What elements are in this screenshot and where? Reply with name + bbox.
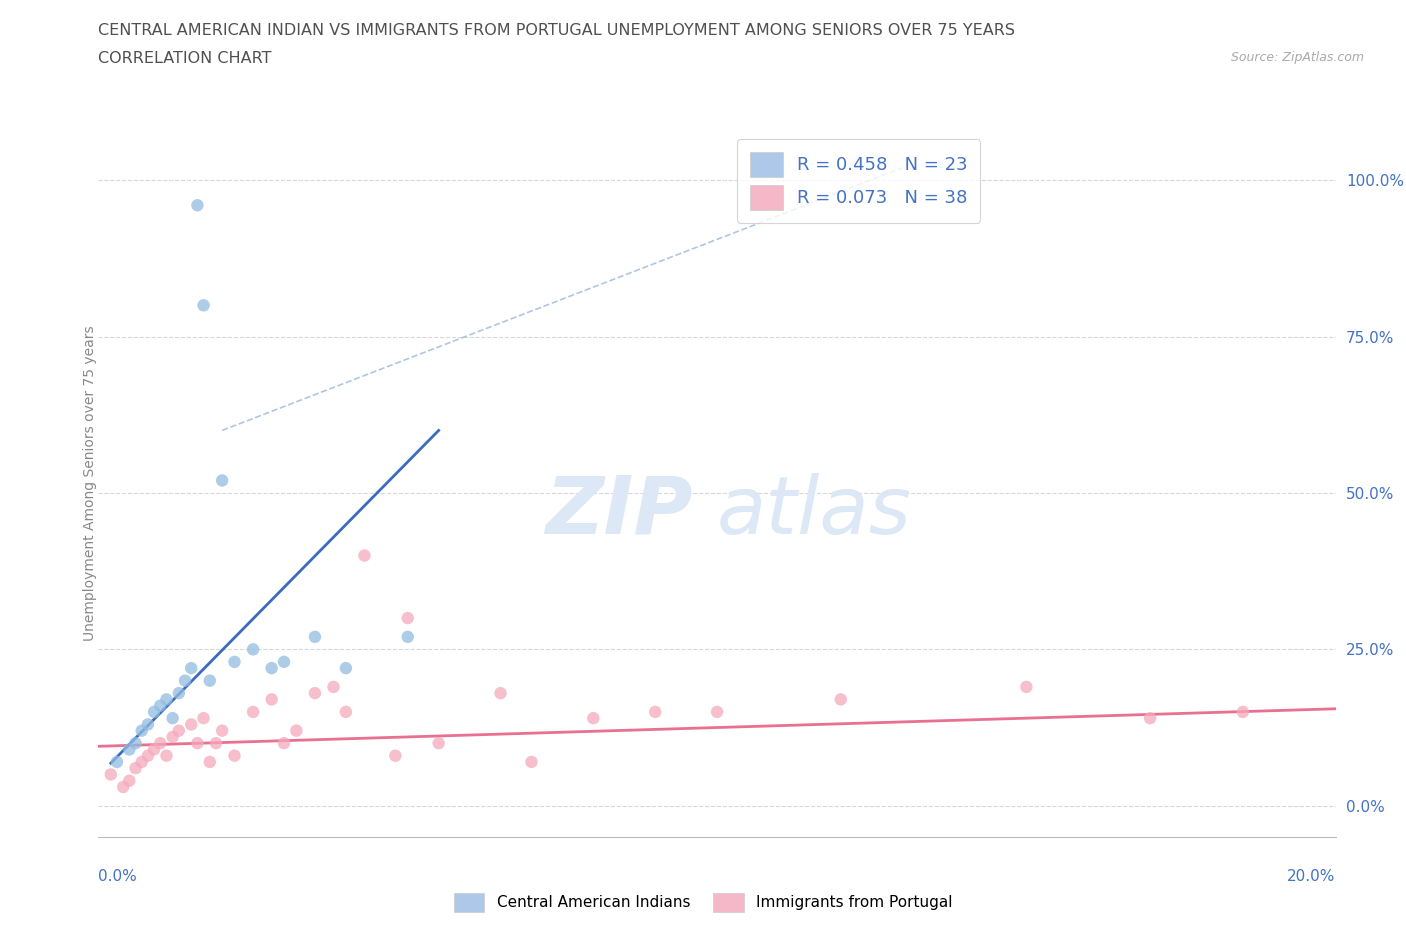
- Point: [100, 767, 122, 782]
- Point: [285, 724, 308, 738]
- Point: [520, 754, 543, 769]
- Point: [198, 754, 221, 769]
- Point: [131, 724, 153, 738]
- Text: 0.0%: 0.0%: [98, 869, 138, 883]
- Y-axis label: Unemployment Among Seniors over 75 years: Unemployment Among Seniors over 75 years: [83, 326, 97, 642]
- Legend: R = 0.458   N = 23, R = 0.073   N = 38: R = 0.458 N = 23, R = 0.073 N = 38: [737, 140, 980, 223]
- Point: [830, 692, 852, 707]
- Point: [149, 698, 172, 713]
- Text: ZIP: ZIP: [546, 472, 692, 551]
- Point: [143, 742, 166, 757]
- Text: CENTRAL AMERICAN INDIAN VS IMMIGRANTS FROM PORTUGAL UNEMPLOYMENT AMONG SENIORS O: CENTRAL AMERICAN INDIAN VS IMMIGRANTS FR…: [98, 23, 1015, 38]
- Point: [149, 736, 172, 751]
- Point: [162, 711, 184, 725]
- Point: [105, 754, 128, 769]
- Point: [706, 704, 728, 719]
- Text: 20.0%: 20.0%: [1288, 869, 1336, 883]
- Point: [211, 724, 233, 738]
- Point: [124, 761, 146, 776]
- Point: [186, 736, 208, 751]
- Point: [180, 660, 202, 675]
- Point: [180, 717, 202, 732]
- Point: [167, 724, 190, 738]
- Text: atlas: atlas: [717, 472, 912, 551]
- Point: [304, 630, 326, 644]
- Text: CORRELATION CHART: CORRELATION CHART: [98, 51, 271, 66]
- Point: [155, 749, 177, 764]
- Point: [118, 773, 141, 788]
- Point: [273, 736, 295, 751]
- Point: [260, 660, 283, 675]
- Point: [427, 736, 450, 751]
- Point: [131, 754, 153, 769]
- Point: [384, 749, 406, 764]
- Point: [242, 642, 264, 657]
- Point: [205, 736, 228, 751]
- Point: [396, 630, 419, 644]
- Text: Source: ZipAtlas.com: Source: ZipAtlas.com: [1230, 51, 1364, 64]
- Point: [112, 779, 135, 794]
- Point: [242, 704, 264, 719]
- Point: [124, 736, 146, 751]
- Point: [167, 685, 190, 700]
- Point: [193, 298, 215, 312]
- Point: [304, 685, 326, 700]
- Point: [582, 711, 605, 725]
- Point: [174, 673, 197, 688]
- Point: [155, 692, 177, 707]
- Point: [143, 704, 166, 719]
- Point: [186, 198, 208, 213]
- Point: [211, 473, 233, 488]
- Point: [224, 749, 246, 764]
- Point: [322, 680, 344, 695]
- Point: [136, 717, 159, 732]
- Point: [644, 704, 666, 719]
- Point: [396, 611, 419, 626]
- Point: [260, 692, 283, 707]
- Point: [162, 729, 184, 744]
- Point: [1139, 711, 1161, 725]
- Point: [198, 673, 221, 688]
- Point: [489, 685, 512, 700]
- Point: [193, 711, 215, 725]
- Point: [1015, 680, 1038, 695]
- Point: [353, 548, 375, 563]
- Point: [136, 749, 159, 764]
- Point: [224, 655, 246, 670]
- Legend: Central American Indians, Immigrants from Portugal: Central American Indians, Immigrants fro…: [447, 887, 959, 918]
- Point: [1232, 704, 1254, 719]
- Point: [273, 655, 295, 670]
- Point: [335, 704, 357, 719]
- Point: [335, 660, 357, 675]
- Point: [118, 742, 141, 757]
